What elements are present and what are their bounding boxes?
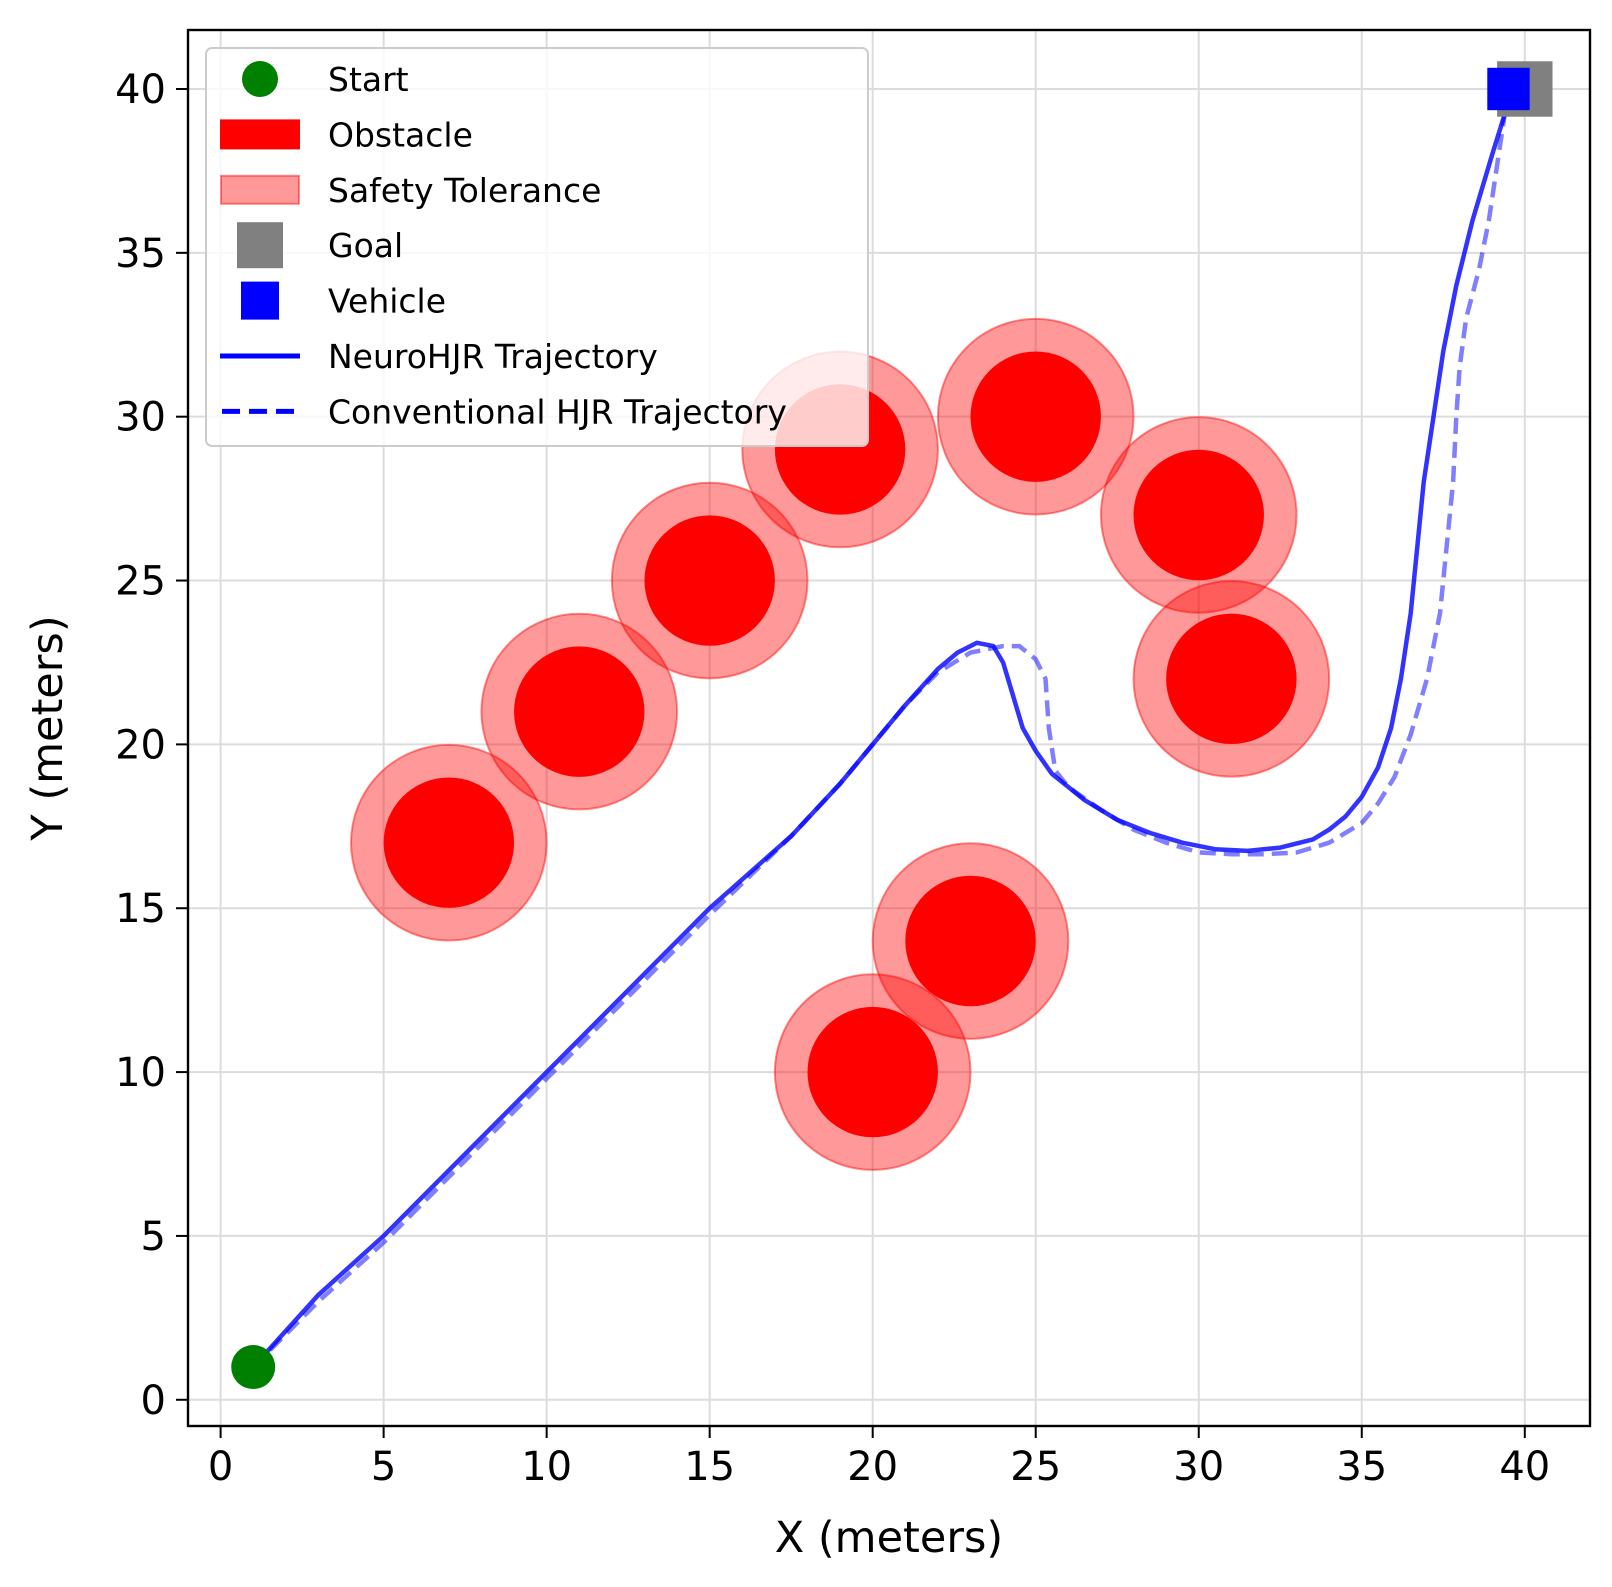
legend-label: Goal: [328, 226, 403, 265]
legend-swatch-obstacle: [220, 119, 300, 150]
obstacle-circle: [1133, 449, 1264, 581]
legend-label: Start: [328, 60, 409, 99]
x-tick-label: 35: [1336, 1444, 1387, 1490]
legend-swatch-vehicle: [241, 281, 279, 320]
legend-box: [205, 47, 869, 447]
legend: Start Obstacle Safety Tolerance Goal Vehicle…: [205, 47, 869, 447]
x-tick-label: 30: [1173, 1444, 1224, 1490]
legend-swatch-goal: [237, 222, 283, 269]
vehicle-marker: [1487, 67, 1530, 111]
y-tick-label: 15: [115, 886, 166, 932]
obstacle-circle: [905, 875, 1036, 1007]
x-tick-label: 10: [521, 1444, 572, 1490]
y-tick-label: 5: [141, 1214, 166, 1260]
obstacle-circle: [514, 646, 645, 777]
x-tick-label: 25: [1010, 1444, 1061, 1490]
y-tick-label: 0: [141, 1378, 166, 1424]
legend-label: Safety Tolerance: [328, 171, 601, 210]
axis-ticks: 0 5 10 15 20 25 30 35 40 0 5 10 15 20 25 30 35 40: [115, 67, 1550, 1490]
obstacle-circle: [1166, 613, 1297, 745]
start-marker: [231, 1345, 276, 1390]
y-axis-label: Y (meters): [23, 615, 73, 841]
y-tick-label: 25: [115, 559, 166, 605]
x-tick-label: 15: [684, 1444, 735, 1490]
y-tick-label: 30: [115, 395, 166, 441]
legend-swatch-start: [242, 61, 278, 97]
conventional-hjr-trajectory-line: [251, 88, 1511, 1369]
plot-frame: [186, 28, 1592, 1428]
legend-label: Vehicle: [328, 282, 446, 321]
obstacle-circle: [644, 515, 775, 646]
obstacle-circle: [970, 351, 1101, 482]
y-tick-label: 10: [115, 1050, 166, 1096]
x-tick-label: 20: [847, 1444, 898, 1490]
legend-label: NeuroHJR Trajectory: [328, 337, 658, 376]
obstacle-circle: [383, 777, 515, 908]
plot-area: [231, 61, 1553, 1390]
y-tick-label: 35: [115, 231, 166, 277]
x-axis-label: X (meters): [775, 1513, 1003, 1563]
x-tick-label: 0: [208, 1444, 233, 1490]
legend-swatch-safety: [220, 174, 300, 205]
legend-label: Conventional HJR Trajectory: [328, 392, 787, 431]
x-tick-label: 5: [371, 1444, 396, 1490]
y-tick-label: 20: [115, 722, 166, 768]
grid: [188, 30, 1590, 1426]
y-tick-label: 40: [115, 67, 166, 113]
legend-label: Obstacle: [328, 115, 473, 154]
neurohjr-trajectory-line: [250, 99, 1511, 1370]
obstacle-circle: [807, 1006, 938, 1138]
x-tick-label: 40: [1499, 1444, 1550, 1490]
